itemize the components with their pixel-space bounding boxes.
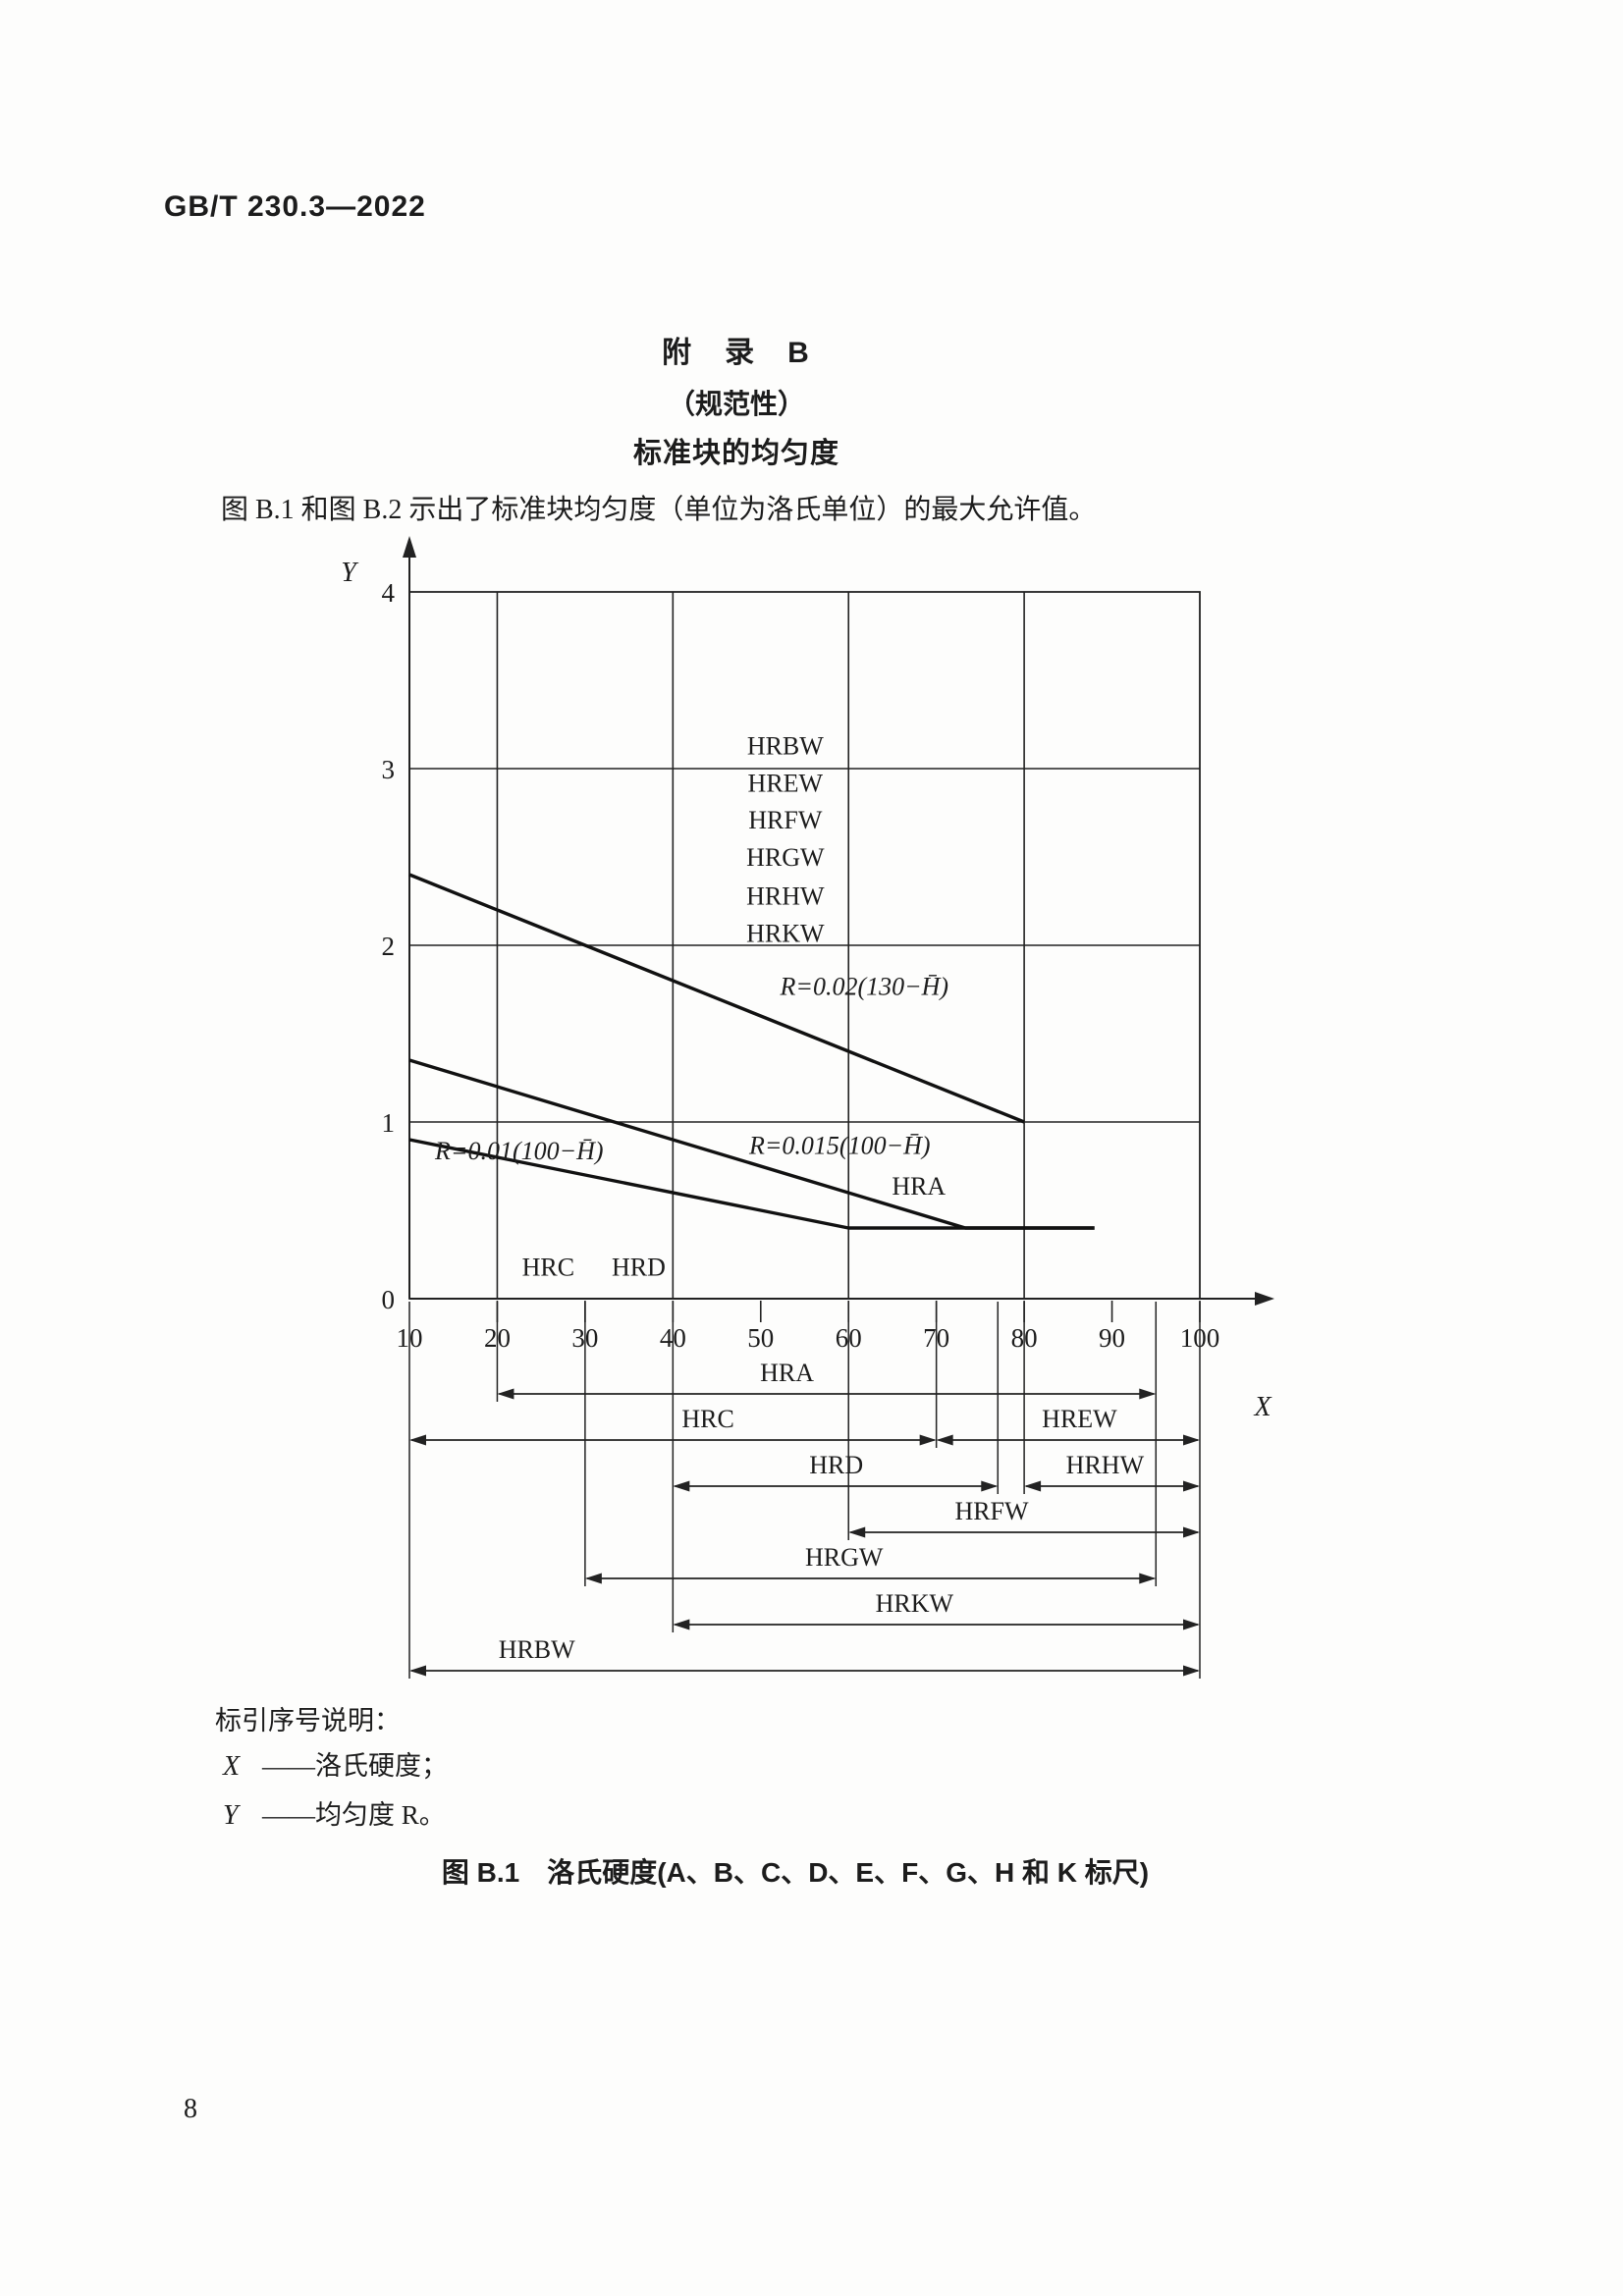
y-tick-label: 2 [382,932,396,961]
arrowhead-right-hrd [981,1480,999,1492]
x-tick-label: 50 [747,1323,774,1353]
x-axis-arrowhead [1255,1292,1274,1306]
range-label-hrkw: HRKW [876,1589,954,1618]
scale-name-label: HRHW [746,882,825,911]
arrowhead-right-hra [1139,1388,1157,1400]
arrowhead-right-hrc [919,1434,937,1446]
curve-formula-label: R=0.01(100−H̄) [434,1137,604,1165]
arrowhead-right-hrbw [1182,1665,1200,1677]
figure-caption: 图 B.1 洛氏硬度(A、B、C、D、E、F、G、H 和 K 标尺) [441,1857,1150,1888]
limit-curve-1 [408,873,1025,1124]
arrowhead-left-hrbw [409,1665,426,1677]
range-label-hrbw: HRBW [499,1635,575,1664]
arrowhead-left-hrd [673,1480,690,1492]
page-number: 8 [184,2094,197,2124]
arrowhead-left-hrhw [1024,1480,1042,1492]
legend-desc-x: ——洛氏硬度； [262,1751,448,1781]
range-label-hrfw: HRFW [954,1497,1029,1525]
arrowhead-right-hrhw [1182,1480,1200,1492]
arrowhead-left-hrgw [584,1573,602,1584]
y-axis-arrowhead [403,536,416,558]
y-tick-label: 4 [382,578,396,608]
curve-formula-label: R=0.015(100−H̄) [748,1131,931,1159]
scale-name-label: HRFW [748,806,823,834]
scale-name-label: HRD [612,1254,666,1282]
legend-desc-y: ——均匀度 R。 [262,1800,446,1830]
arrowhead-left-hrkw [673,1619,690,1630]
arrowhead-right-hrgw [1139,1573,1157,1584]
legend-item-y: Y ——均匀度 R。 [223,1793,446,1832]
legend-item-x: X ——洛氏硬度； [223,1744,448,1783]
range-label-hrew: HREW [1042,1405,1117,1433]
arrowhead-right-hrfw [1182,1526,1200,1538]
legend-heading: 标引序号说明： [215,1706,401,1735]
limit-curve-3 [408,1138,1095,1230]
range-label-hrgw: HRGW [805,1543,884,1572]
scale-name-label: HRBW [747,732,824,761]
range-label-hra: HRA [760,1359,814,1387]
y-tick-label: 0 [382,1285,396,1314]
arrowhead-right-hrew [1182,1434,1200,1446]
legend-symbol-y: Y [223,1800,239,1831]
y-tick-label: 3 [382,755,396,784]
range-label-hrc: HRC [681,1405,733,1433]
arrowhead-left-hrfw [848,1526,866,1538]
arrowhead-right-hrkw [1182,1619,1200,1630]
scale-name-label: HRGW [746,843,825,872]
y-axis-letter: Y [341,558,359,588]
appendix-normative-label: （规范性） [667,389,805,419]
scale-name-label: HRA [892,1172,946,1201]
appendix-subject: 标准块的均匀度 [632,438,839,469]
intro-paragraph: 图 B.1 和图 B.2 示出了标准块均匀度（单位为洛氏单位）的最大允许值。 [221,495,1097,525]
legend-symbol-x: X [223,1751,241,1782]
scale-name-label: HRC [522,1254,574,1282]
range-label-hrd: HRD [809,1451,863,1479]
x-axis-letter: X [1253,1392,1271,1422]
x-tick-label: 90 [1099,1323,1125,1353]
appendix-title: 附 录 B [662,337,811,369]
scale-name-label: HRKW [746,919,825,947]
scale-name-label: HREW [748,769,824,797]
curve-formula-label: R=0.02(130−H̄) [780,972,949,1000]
arrowhead-left-hrew [936,1434,953,1446]
standard-number: GB/T 230.3—2022 [164,190,426,223]
arrowhead-left-hra [497,1388,514,1400]
arrowhead-left-hrc [409,1434,426,1446]
range-label-hrhw: HRHW [1066,1451,1145,1479]
y-tick-label: 1 [382,1108,396,1138]
